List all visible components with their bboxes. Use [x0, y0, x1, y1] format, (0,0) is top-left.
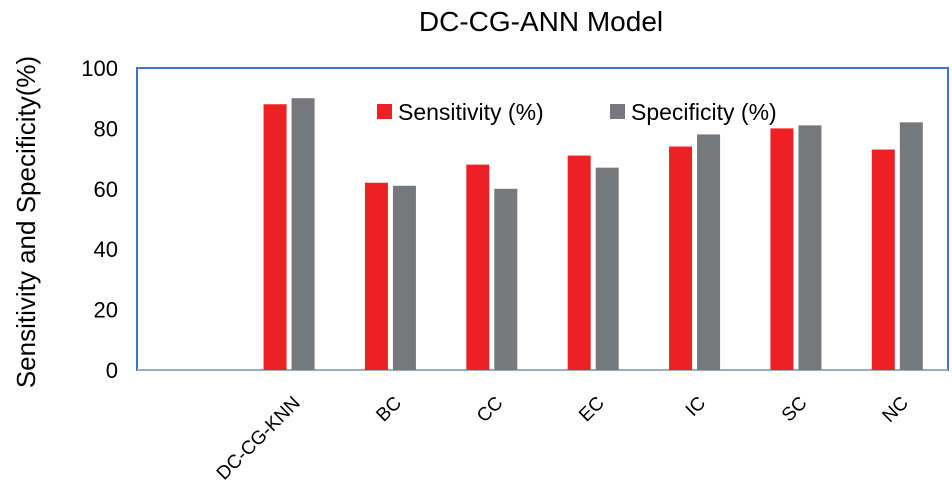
x-tick-label: DC-CG-KNN — [213, 393, 305, 485]
bar-sensitivity-bc — [364, 182, 388, 370]
bar-specificity-bc — [392, 185, 416, 370]
x-tick-label: IC — [682, 393, 710, 421]
y-tick-label: 60 — [94, 177, 118, 202]
bar-specificity-cc — [494, 188, 518, 370]
bar-sensitivity-ic — [669, 146, 693, 370]
legend-swatch — [610, 104, 625, 119]
legend-swatch — [377, 104, 392, 119]
bar-specificity-sc — [798, 125, 822, 370]
bar-specificity-dc-cg-knn — [291, 98, 315, 370]
bar-specificity-nc — [899, 122, 923, 370]
y-tick-label: 40 — [94, 237, 118, 262]
bar-sensitivity-cc — [466, 164, 490, 370]
legend-label: Sensitivity (%) — [398, 99, 544, 125]
bar-sensitivity-sc — [770, 128, 794, 370]
x-tick-label: BC — [372, 393, 406, 427]
x-axis-ticks: DC-CG-KNN BC CC EC IC SC NC — [213, 393, 913, 485]
bar-sensitivity-nc — [871, 149, 895, 370]
bar-specificity-ec — [595, 167, 619, 370]
y-axis-ticks: 0 20 40 60 80 100 — [81, 56, 118, 383]
y-tick-label: 80 — [94, 116, 118, 141]
x-tick-label: SC — [778, 393, 812, 427]
bar-sensitivity-dc-cg-knn — [263, 104, 287, 371]
y-tick-label: 0 — [106, 358, 118, 383]
x-tick-label: NC — [879, 393, 913, 427]
legend-label: Specificity (%) — [631, 99, 777, 125]
chart-title: DC-CG-ANN Model — [419, 6, 663, 37]
legend: Sensitivity (%) Specificity (%) — [377, 99, 777, 125]
y-tick-label: 100 — [81, 56, 118, 81]
x-tick-label: EC — [575, 393, 609, 427]
y-axis-label: Sensitivity and Specificity(%) — [11, 56, 41, 388]
x-tick-label: CC — [473, 393, 507, 427]
bars — [263, 98, 923, 371]
bar-sensitivity-ec — [567, 155, 591, 370]
bar-specificity-ic — [697, 134, 721, 370]
y-tick-label: 20 — [94, 298, 118, 323]
